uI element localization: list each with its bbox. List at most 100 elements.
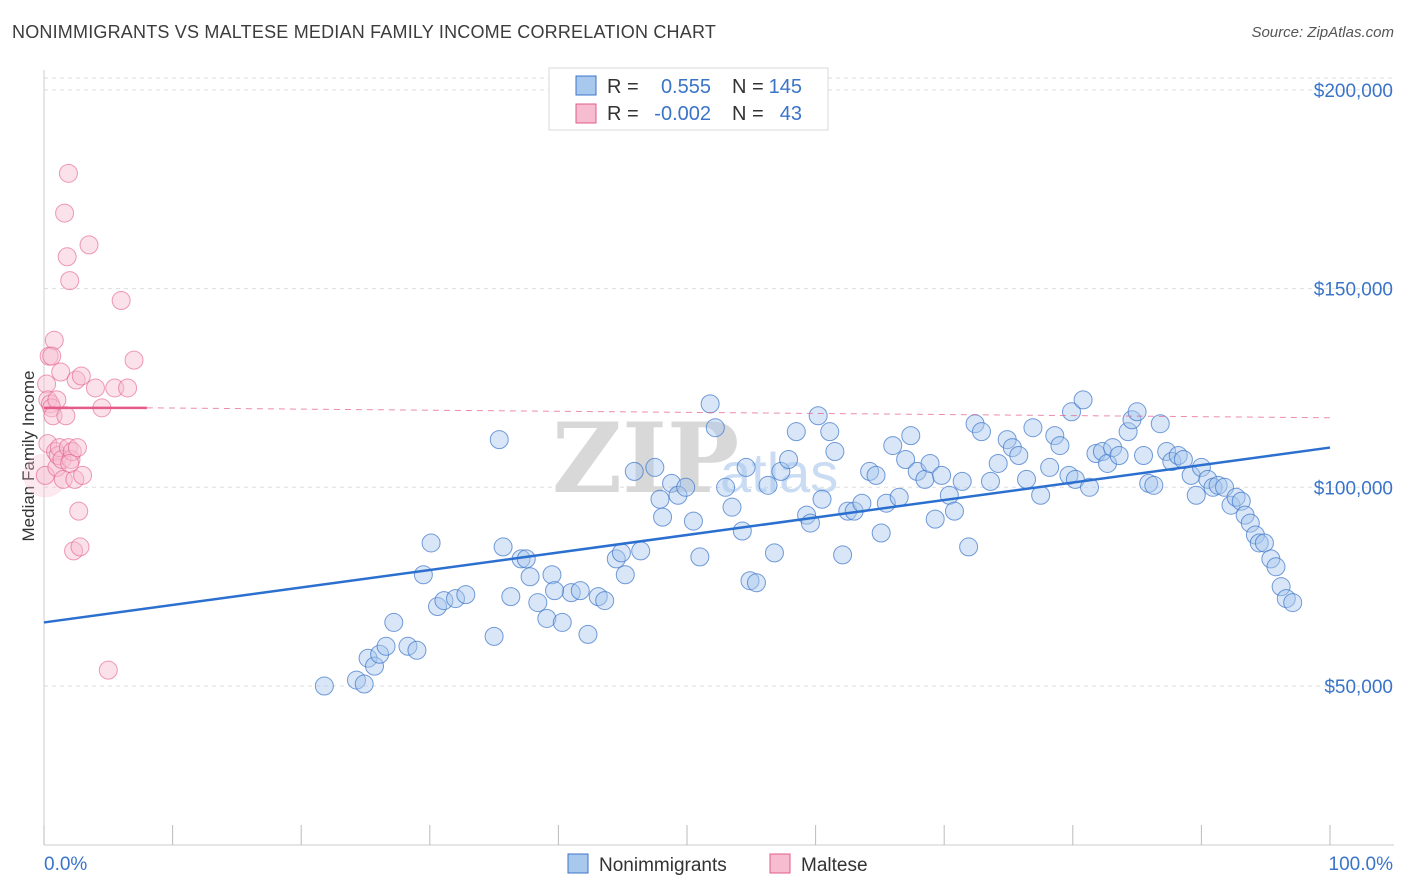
maltese-point bbox=[85, 378, 105, 398]
nonimmigrants-point bbox=[722, 497, 742, 517]
nonimmigrants-point bbox=[820, 422, 840, 442]
nonimmigrants-point bbox=[808, 406, 828, 426]
maltese-point bbox=[62, 442, 82, 462]
nonimmigrants-point bbox=[944, 501, 964, 521]
nonimmigrants-point bbox=[779, 449, 799, 469]
nonimmigrants-point bbox=[952, 471, 972, 491]
nonimmigrants-point bbox=[1127, 402, 1147, 422]
nonimmigrants-point bbox=[1045, 426, 1065, 446]
nonimmigrants-point bbox=[668, 485, 688, 505]
nonimmigrants-point bbox=[1023, 418, 1043, 438]
nonimmigrants-point bbox=[889, 487, 909, 507]
nonimmigrants-point bbox=[1073, 390, 1093, 410]
legend-swatch-maltese bbox=[575, 103, 597, 124]
y-tick-label: $50,000 bbox=[1324, 677, 1393, 698]
maltese-point bbox=[57, 247, 77, 267]
nonimmigrants-point bbox=[1208, 475, 1228, 495]
nonimmigrants-point bbox=[883, 436, 903, 456]
nonimmigrants-point bbox=[896, 449, 916, 469]
nonimmigrants-point bbox=[611, 543, 631, 563]
nonimmigrants-point bbox=[376, 636, 396, 656]
nonimmigrants-point bbox=[980, 471, 1000, 491]
nonimmigrants-point bbox=[1254, 533, 1274, 553]
nonimmigrants-point bbox=[705, 418, 725, 438]
nonimmigrants-point bbox=[370, 644, 390, 664]
nonimmigrants-point bbox=[545, 581, 565, 601]
nonimmigrants-point bbox=[434, 591, 454, 611]
legend-n-value-1: 145 bbox=[769, 76, 802, 98]
nonimmigrants-point bbox=[578, 624, 598, 644]
nonimmigrants-point bbox=[384, 612, 404, 632]
nonimmigrants-point bbox=[1009, 446, 1029, 466]
nonimmigrants-point bbox=[552, 612, 572, 632]
nonimmigrants-point bbox=[407, 640, 427, 660]
maltese-point bbox=[51, 362, 71, 382]
nonimmigrants-point bbox=[1062, 402, 1082, 422]
nonimmigrants-point bbox=[700, 394, 720, 414]
nonimmigrants-point bbox=[771, 461, 791, 481]
trend-lines bbox=[43, 406, 1331, 624]
nonimmigrants-point bbox=[1283, 593, 1303, 613]
maltese-point bbox=[66, 370, 86, 390]
nonimmigrants-point bbox=[314, 676, 334, 696]
stats-legend: R = 0.555 N = 145 R = -0.002 N = 43 bbox=[548, 67, 829, 131]
y-tick-label: $100,000 bbox=[1314, 478, 1393, 499]
maltese-point bbox=[67, 438, 87, 458]
nonimmigrants-point bbox=[645, 457, 665, 477]
maltese-point bbox=[60, 453, 80, 473]
legend-n-value-2: 43 bbox=[780, 103, 802, 125]
nonimmigrants-point bbox=[901, 426, 921, 446]
maltese-point bbox=[44, 330, 64, 350]
nonimmigrants-point bbox=[786, 422, 806, 442]
y-tick-label: $150,000 bbox=[1314, 280, 1393, 301]
nonimmigrants-point bbox=[746, 573, 766, 593]
bottom-legend-swatch-maltese bbox=[769, 853, 791, 874]
nonimmigrants-point bbox=[683, 511, 703, 531]
watermark-atlas: atlas bbox=[720, 441, 838, 504]
maltese-point bbox=[55, 203, 75, 223]
nonimmigrants-point bbox=[690, 547, 710, 567]
legend-n-label-2: N = bbox=[732, 103, 764, 125]
nonimmigrants-point bbox=[1249, 533, 1269, 553]
nonimmigrants-point bbox=[662, 473, 682, 493]
maltese-point bbox=[37, 374, 57, 394]
y-tick-labels: $50,000 $100,000 $150,000 $200,000 bbox=[1314, 81, 1393, 698]
maltese-point bbox=[69, 501, 89, 521]
nonimmigrants-point bbox=[1186, 485, 1206, 505]
nonimmigrants-point bbox=[988, 453, 1008, 473]
nonimmigrants-point bbox=[959, 537, 979, 557]
nonimmigrants-point bbox=[971, 422, 991, 442]
x-tick-label-max: 100.0% bbox=[1329, 854, 1394, 875]
maltese-point bbox=[79, 235, 99, 255]
nonimmigrants-point bbox=[1150, 414, 1170, 434]
nonimmigrants-point bbox=[537, 608, 557, 628]
nonimmigrants-point bbox=[1157, 442, 1177, 462]
y-axis-label: Median Family Income bbox=[19, 370, 38, 541]
nonimmigrants-point bbox=[398, 636, 418, 656]
nonimmigrants-point bbox=[413, 565, 433, 585]
maltese-point bbox=[35, 465, 55, 485]
nonimmigrants-point bbox=[915, 469, 935, 489]
watermark: ZIP atlas bbox=[552, 402, 838, 515]
nonimmigrants-point bbox=[595, 591, 615, 611]
nonimmigrants-point bbox=[920, 453, 940, 473]
nonimmigrants-point bbox=[871, 523, 891, 543]
axes bbox=[43, 70, 1394, 846]
series-legend: Nonimmigrants Maltese bbox=[567, 853, 868, 876]
nonimmigrants-point bbox=[1050, 436, 1070, 456]
maltese-point bbox=[124, 350, 144, 370]
nonimmigrants-point bbox=[758, 475, 778, 495]
maltese-point bbox=[60, 271, 80, 291]
nonimmigrants-point bbox=[825, 442, 845, 462]
legend-r-value-2: -0.002 bbox=[654, 103, 711, 125]
nonimmigrants-point bbox=[1226, 487, 1246, 507]
nonimmigrants-point bbox=[354, 674, 374, 694]
nonimmigrants-point bbox=[421, 533, 441, 553]
maltese-point bbox=[56, 406, 76, 426]
nonimmigrants-point bbox=[501, 587, 521, 607]
maltese-points bbox=[23, 163, 144, 680]
legend-n-label-1: N = bbox=[732, 76, 764, 98]
nonimmigrants-point bbox=[1017, 469, 1037, 489]
nonimmigrants-point bbox=[1240, 513, 1260, 533]
